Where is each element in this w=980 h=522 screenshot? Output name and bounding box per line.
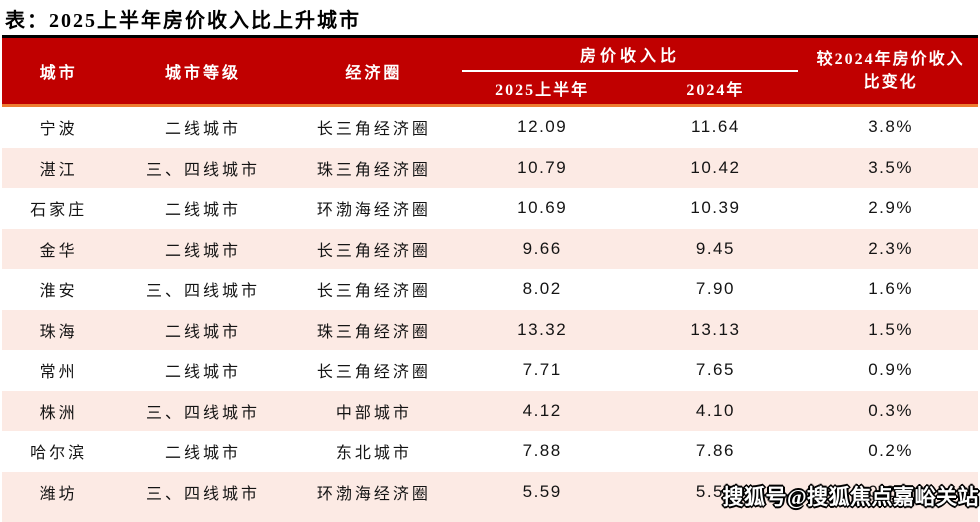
table-row: 常州 二线城市 长三角经济圈 7.71 7.65 0.9% — [2, 350, 978, 391]
table-header: 城市 城市等级 经济圈 房价收入比 2025上半年 2024年 较2024年房价… — [2, 35, 978, 107]
cell-ratio-2024: 11.64 — [691, 117, 740, 137]
cell-ratio-2024: 13.13 — [690, 319, 741, 339]
cell-city-tier: 三、四线城市 — [146, 404, 261, 422]
cell-economic-circle: 中部城市 — [335, 404, 412, 422]
cell-ratio-2024: 4.10 — [695, 400, 735, 420]
table-row: 淮安 三、四线城市 长三角经济圈 8.02 7.90 1.6% — [2, 269, 978, 310]
cell-ratio-2025-h1: 10.79 — [517, 157, 568, 177]
cell-city-tier: 二线城市 — [165, 364, 242, 382]
table-body: 宁波 二线城市 长三角经济圈 12.09 11.64 3.8% 湛江 三、四线城市 珠三角经济圈… — [2, 107, 978, 522]
table-row: 宁波 二线城市 长三角经济圈 12.09 11.64 3.8% — [2, 107, 978, 148]
cell-change: 1.5% — [868, 319, 913, 339]
cell-ratio-2025-h1: 9.66 — [522, 238, 562, 258]
table-row: 湛江 三、四线城市 珠三角经济圈 10.79 10.42 3.5% — [2, 147, 978, 188]
cell-economic-circle: 环渤海经济圈 — [316, 485, 431, 503]
header-economic-circle: 经济圈 — [345, 65, 403, 82]
header-city-tier: 城市等级 — [165, 65, 242, 82]
cell-city: 石家庄 — [30, 202, 88, 220]
cell-change: 0.3% — [868, 400, 913, 420]
header-change-line1: 较2024年房价收入 — [816, 50, 965, 68]
table-row: 潍坊 三、四线城市 环渤海经济圈 5.59 5.58 0.2% — [2, 471, 978, 512]
sohu-watermark: 搜狐号@搜狐焦点嘉峪关站 — [722, 485, 979, 509]
cell-economic-circle: 珠三角经济圈 — [316, 323, 431, 341]
cell-city: 宁波 — [39, 121, 78, 139]
table-title: 表：2025上半年房价收入比上升城市 — [5, 10, 361, 32]
cell-city-tier: 三、四线城市 — [146, 283, 261, 301]
cell-city: 金华 — [39, 242, 78, 260]
cell-ratio-2025-h1: 7.88 — [522, 441, 562, 461]
cell-ratio-2024: 7.65 — [695, 360, 735, 380]
cell-ratio-2025-h1: 8.02 — [522, 279, 562, 299]
cell-economic-circle: 长三角经济圈 — [316, 242, 431, 260]
cell-economic-circle: 东北城市 — [335, 445, 412, 463]
cell-change: 1.6% — [868, 279, 913, 299]
cell-city-tier: 二线城市 — [165, 121, 242, 139]
cell-city-tier: 二线城市 — [165, 242, 242, 260]
cell-ratio-2024: 10.39 — [690, 198, 741, 218]
cell-economic-circle: 长三角经济圈 — [316, 364, 431, 382]
cell-city-tier: 二线城市 — [165, 323, 242, 341]
cell-change: 0.9% — [868, 360, 913, 380]
cell-city: 哈尔滨 — [30, 445, 88, 463]
cell-economic-circle: 珠三角经济圈 — [316, 161, 431, 179]
cell-ratio-2025-h1: 13.32 — [517, 319, 568, 339]
table-row: 石家庄 二线城市 环渤海经济圈 10.69 10.39 2.9% — [2, 188, 978, 229]
header-change-vs-2024: 较2024年房价收入 比变化 — [803, 38, 978, 104]
cell-city: 珠海 — [39, 323, 78, 341]
header-city: 城市 — [39, 65, 78, 82]
cell-ratio-2024: 7.86 — [695, 441, 735, 461]
cell-change: 2.9% — [868, 198, 913, 218]
cell-ratio-2024: 9.45 — [695, 238, 735, 258]
header-group-subrow: 2025上半年 2024年 — [457, 72, 803, 104]
cell-city: 湛江 — [39, 161, 78, 179]
cell-economic-circle: 环渤海经济圈 — [316, 202, 431, 220]
table-row: 哈尔滨 二线城市 东北城市 7.88 7.86 0.2% — [2, 431, 978, 472]
cell-city: 淮安 — [39, 283, 78, 301]
cell-change: 3.8% — [868, 117, 913, 137]
cell-city-tier: 二线城市 — [165, 202, 242, 220]
cell-city-tier: 二线城市 — [165, 445, 242, 463]
cell-ratio-2025-h1: 7.71 — [522, 360, 562, 380]
header-group-price-income-ratio: 房价收入比 2025上半年 2024年 — [457, 38, 803, 104]
cell-ratio-2024: 10.42 — [690, 157, 741, 177]
cell-change: 3.5% — [868, 157, 913, 177]
cell-change: 0.2% — [868, 481, 913, 501]
cell-city: 常州 — [39, 364, 78, 382]
cell-city: 潍坊 — [39, 485, 78, 503]
cell-ratio-2025-h1: 4.12 — [522, 400, 562, 420]
header-group-title: 房价收入比 — [580, 48, 681, 65]
cell-economic-circle: 长三角经济圈 — [316, 121, 431, 139]
header-2025-h1: 2025上半年 — [495, 82, 590, 99]
cell-change: 0.2% — [868, 441, 913, 461]
cell-ratio-2024: 7.90 — [695, 279, 735, 299]
cell-ratio-2025-h1: 10.69 — [517, 198, 568, 218]
cell-change: 2.3% — [868, 238, 913, 258]
cell-economic-circle: 长三角经济圈 — [316, 283, 431, 301]
table-row: 株洲 三、四线城市 中部城市 4.12 4.10 0.3% — [2, 390, 978, 431]
table-row: 珠海 二线城市 珠三角经济圈 13.32 13.13 1.5% — [2, 309, 978, 350]
data-table: 城市 城市等级 经济圈 房价收入比 2025上半年 2024年 较2024年房价… — [2, 35, 978, 522]
header-change-line2: 比变化 — [863, 74, 918, 91]
header-2024: 2024年 — [686, 82, 745, 99]
cell-ratio-2024: 5.58 — [695, 481, 735, 501]
cell-city-tier: 三、四线城市 — [146, 161, 261, 179]
table-bottom-filler — [2, 512, 978, 522]
table-row: 金华 二线城市 长三角经济圈 9.66 9.45 2.3% — [2, 228, 978, 269]
cell-city-tier: 三、四线城市 — [146, 485, 261, 503]
cell-ratio-2025-h1: 5.59 — [522, 481, 562, 501]
header-group-underline — [461, 70, 799, 72]
cell-city: 株洲 — [39, 404, 78, 422]
cell-ratio-2025-h1: 12.09 — [517, 117, 568, 137]
